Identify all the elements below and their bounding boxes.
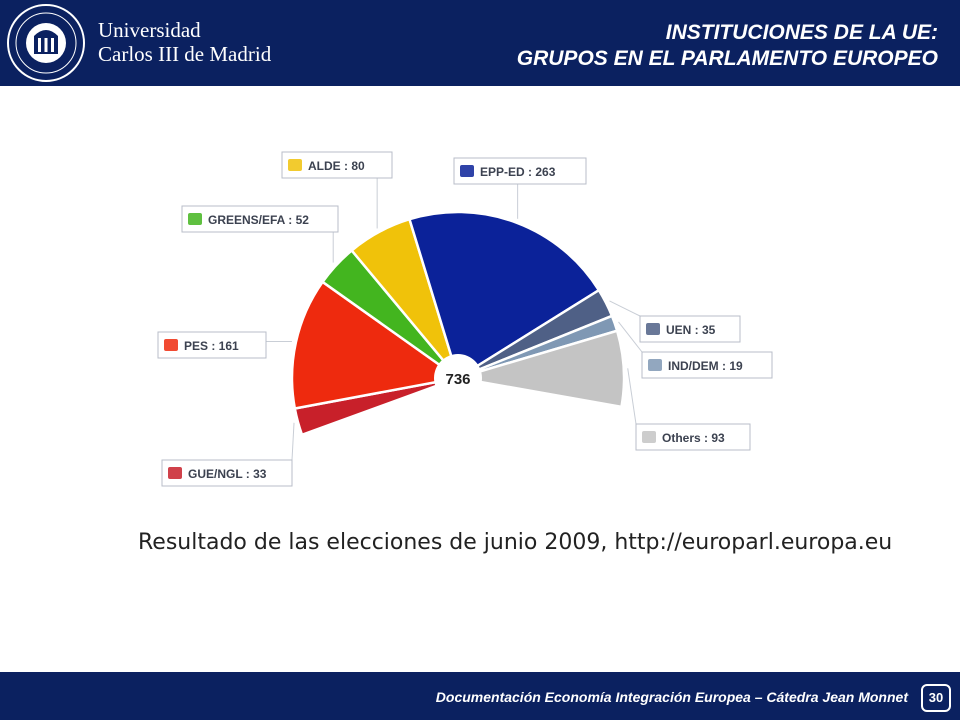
slide-title-line2: GRUPOS EN EL PARLAMENTO EUROPEO [516, 47, 938, 70]
label-gue-ngl: GUE/NGL : 33 [161, 459, 293, 487]
label-box-gue-ngl [161, 459, 293, 487]
university-name-line2: Carlos III de Madrid [98, 42, 272, 66]
label-ind-dem: IND/DEM : 19 [641, 351, 773, 379]
chart-center-label: 736 [445, 371, 470, 388]
label-text-epp-ed: EPP-ED : 263 [480, 165, 556, 179]
label-text-gue-ngl: GUE/NGL : 33 [188, 467, 267, 481]
university-seal-icon [7, 4, 85, 82]
parliament-chart: GUE/NGL : 33 PES : 161 GREENS/EFA : 52 ALDE… [120, 130, 840, 570]
alde-logo-icon [288, 159, 302, 171]
label-greens-efa: GREENS/EFA : 52 [181, 205, 339, 233]
slide-title: INSTITUCIONES DE LA UE: GRUPOS EN EL PAR… [517, 20, 938, 72]
university-name: Universidad Carlos III de Madrid [98, 18, 271, 66]
page-number: 30 [921, 684, 951, 712]
chart-caption: Resultado de las elecciones de junio 200… [138, 530, 893, 555]
ind-dem-logo-icon [648, 359, 662, 371]
label-text-ind-dem: IND/DEM : 19 [668, 359, 743, 373]
label-text-alde: ALDE : 80 [308, 159, 365, 173]
chart-center-circle [434, 354, 482, 402]
epp-ed-logo-icon [460, 165, 474, 177]
leader-line-uen [609, 300, 641, 317]
slice-epp-ed [407, 210, 601, 380]
label-uen: UEN : 35 [639, 315, 741, 343]
label-text-uen: UEN : 35 [666, 323, 716, 337]
label-others: Others : 93 [635, 423, 751, 451]
slice-others [457, 329, 626, 409]
label-pes: PES : 161 [157, 331, 267, 359]
chart-leader-lines [266, 178, 643, 461]
label-box-greens-efa [181, 205, 339, 233]
university-name-line1: Universidad [98, 18, 201, 42]
chart-slices [290, 210, 626, 437]
footer-bar: Documentación Economía Integración Europ… [0, 672, 960, 720]
leader-line-gue-ngl [291, 422, 295, 461]
others-logo-icon [642, 431, 656, 443]
slice-pes [290, 280, 462, 410]
label-alde: ALDE : 80 [281, 151, 393, 179]
university-logo: Universidad Carlos III de Madrid [0, 0, 276, 86]
greens-efa-logo-icon [188, 213, 202, 225]
leader-line-ind-dem [618, 321, 643, 353]
uen-logo-icon [646, 323, 660, 335]
chart-labels: GUE/NGL : 33 PES : 161 GREENS/EFA : 52 ALDE… [157, 151, 773, 487]
parliament-chart-svg: GUE/NGL : 33 PES : 161 GREENS/EFA : 52 ALDE… [157, 151, 773, 487]
label-box-epp-ed [453, 157, 587, 185]
label-text-greens-efa: GREENS/EFA : 52 [208, 213, 309, 227]
gue-ngl-logo-icon [168, 467, 182, 479]
label-epp-ed: EPP-ED : 263 [453, 157, 587, 185]
slide-title-line1: INSTITUCIONES DE LA UE: [665, 21, 938, 44]
header-bar: Universidad Carlos III de Madrid INSTITU… [0, 0, 960, 86]
label-text-pes: PES : 161 [184, 339, 239, 353]
label-box-ind-dem [641, 351, 773, 379]
footer-text: Documentación Economía Integración Europ… [435, 689, 908, 705]
pes-logo-icon [164, 339, 178, 351]
label-text-others: Others : 93 [662, 431, 725, 445]
leader-line-others [627, 368, 637, 425]
